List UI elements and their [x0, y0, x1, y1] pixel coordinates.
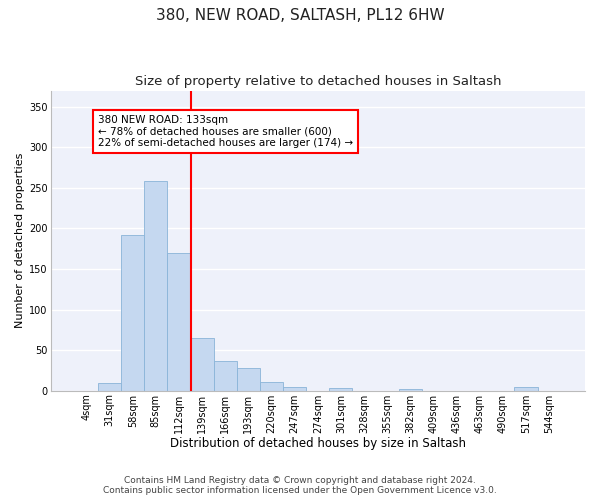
Title: Size of property relative to detached houses in Saltash: Size of property relative to detached ho… — [134, 75, 501, 88]
Bar — [283, 386, 306, 390]
Bar — [260, 382, 283, 390]
Bar — [329, 388, 352, 390]
Bar — [214, 360, 237, 390]
Text: 380 NEW ROAD: 133sqm
← 78% of detached houses are smaller (600)
22% of semi-deta: 380 NEW ROAD: 133sqm ← 78% of detached h… — [98, 115, 353, 148]
Text: 380, NEW ROAD, SALTASH, PL12 6HW: 380, NEW ROAD, SALTASH, PL12 6HW — [155, 8, 445, 22]
X-axis label: Distribution of detached houses by size in Saltash: Distribution of detached houses by size … — [170, 437, 466, 450]
Bar — [167, 253, 191, 390]
Bar — [98, 382, 121, 390]
Bar — [514, 388, 538, 390]
Text: Contains HM Land Registry data © Crown copyright and database right 2024.
Contai: Contains HM Land Registry data © Crown c… — [103, 476, 497, 495]
Y-axis label: Number of detached properties: Number of detached properties — [15, 153, 25, 328]
Bar — [191, 338, 214, 390]
Bar — [237, 368, 260, 390]
Bar — [144, 182, 167, 390]
Bar — [121, 235, 144, 390]
Bar — [399, 389, 422, 390]
